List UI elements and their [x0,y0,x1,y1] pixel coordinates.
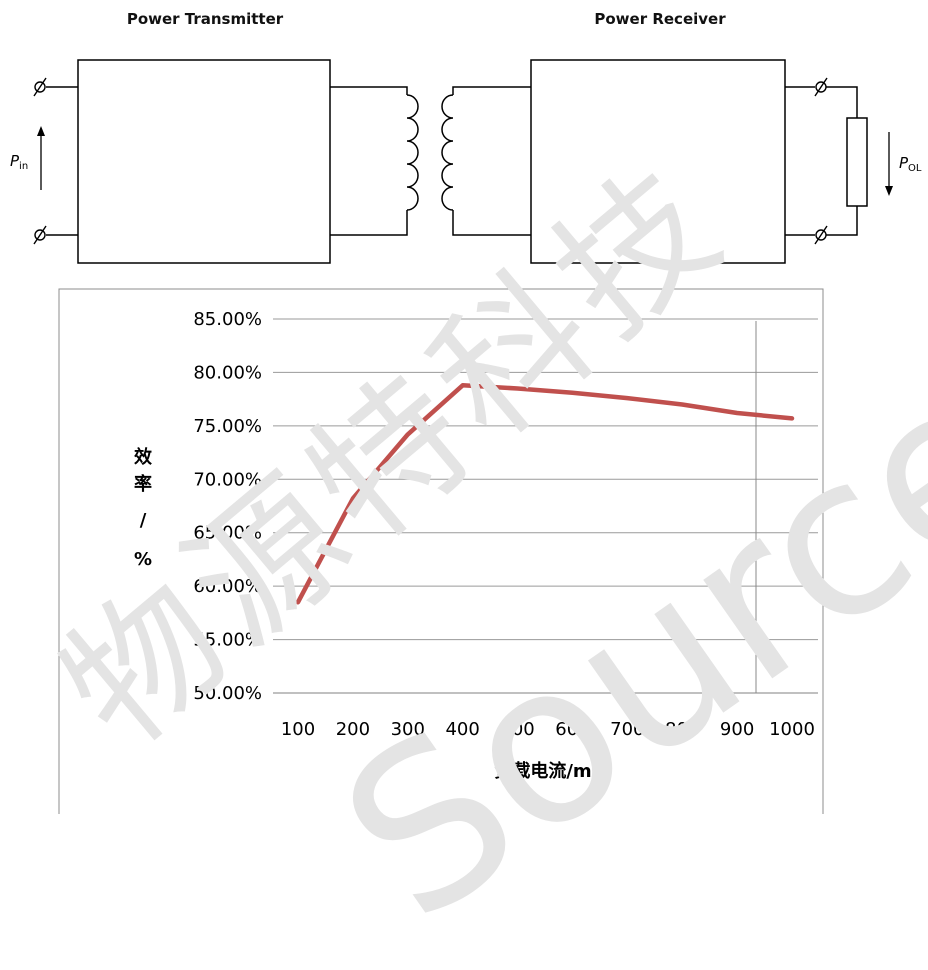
y-tick-label: 60.00% [193,576,262,597]
y-axis-ticks: 85.00% 80.00% 75.00% 70.00% 65.00% 60.00% 55.0… [193,309,262,704]
figure-canvas: Power Transmitter Power Receiver Pin [0,0,928,814]
y-tick-label: 85.00% [193,309,262,330]
input-power-arrow [37,126,45,190]
y-tick-label: 75.00% [193,416,262,437]
x-tick-label: 700 [610,719,644,740]
efficiency-series-line [298,385,792,602]
y-tick-label: 70.00% [193,469,262,490]
input-power-subscript: in [19,161,28,172]
y-axis-label-char: 效 [134,446,153,468]
y-axis-label: 效率 /% [134,446,153,570]
x-tick-label: 100 [281,719,315,740]
x-tick-label: 200 [336,719,370,740]
y-tick-label: 65.00% [193,523,262,544]
gridlines [273,319,818,693]
y-axis-label-char: 率 [134,473,152,495]
x-tick-label: 500 [500,719,534,740]
x-tick-label: 300 [391,719,425,740]
y-tick-label: 55.00% [193,630,262,651]
efficiency-chart: 85.00% 80.00% 75.00% 70.00% 65.00% 60.00% 55.0… [59,289,823,814]
x-tick-label: 400 [445,719,479,740]
x-axis-label: 负载电流/mA [494,760,605,782]
transmitter-label: Power Transmitter [127,10,284,28]
transmitter-box [78,60,330,263]
y-tick-label: 80.00% [193,362,262,383]
y-axis-label-char: / [140,510,147,531]
input-power-label: Pin [10,152,28,172]
receiver-coil [442,87,531,235]
load-resistor [847,118,867,206]
y-axis-label-char: % [134,549,152,570]
input-terminal-bottom [34,226,78,244]
series-group [298,385,792,602]
receiver-box [531,60,785,263]
output-power-label: POL [899,154,922,174]
output-power-arrow [885,132,893,196]
chart-frame [59,289,823,814]
x-tick-label: 1000 [769,719,815,740]
page: Power Transmitter Power Receiver Pin [0,0,928,814]
x-axis-ticks: 100 200 300 400 500 600 700 800 900 1000 [281,719,815,740]
x-tick-label: 900 [720,719,754,740]
block-diagram: Power Transmitter Power Receiver Pin [10,10,922,263]
x-tick-label: 800 [665,719,699,740]
x-tick-label: 600 [555,719,589,740]
input-terminal-top [34,78,78,96]
output-terminal-bottom [785,206,857,244]
y-tick-label: 50.00% [193,683,262,704]
receiver-label: Power Receiver [594,10,726,28]
output-power-subscript: OL [908,163,922,174]
transmitter-coil [330,87,418,235]
output-terminal-top [785,78,857,118]
